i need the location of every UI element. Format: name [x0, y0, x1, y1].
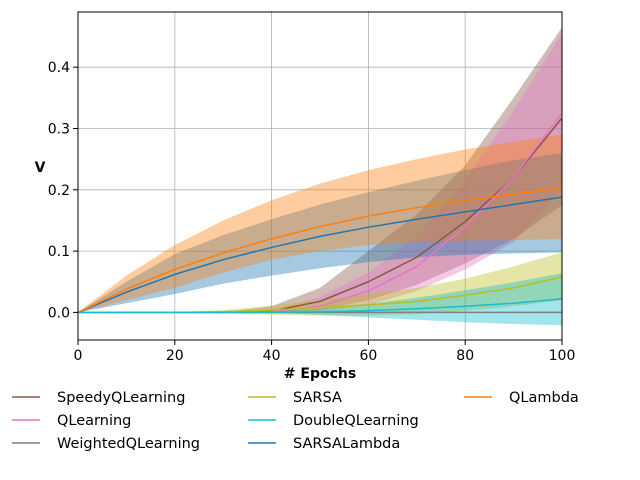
series-line-sarsalambda	[77, 196, 563, 314]
x-tick-label: 100	[549, 348, 576, 364]
x-axis-ticks: 0 20 40 60 80 100	[74, 340, 576, 364]
grid	[77, 12, 563, 340]
series-lines	[77, 112, 563, 314]
y-axis-title: V	[35, 160, 46, 176]
series-line-qlambda	[77, 187, 563, 314]
x-tick-label: 0	[74, 348, 83, 364]
plot-frame	[77, 11, 563, 341]
legend-label: SARSALambda	[293, 436, 400, 452]
y-tick-label: 0.1	[48, 244, 70, 260]
y-tick-label: 0.3	[48, 121, 70, 137]
band-qlambda	[78, 134, 562, 313]
band-speedyqlearning	[78, 27, 562, 313]
y-tick-label: 0.0	[48, 305, 70, 321]
y-tick-label: 0.4	[48, 60, 70, 76]
x-tick-label: 80	[456, 348, 474, 364]
y-tick-label: 0.2	[48, 183, 70, 199]
x-tick-label: 20	[166, 348, 184, 364]
legend-label: DoubleQLearning	[293, 413, 419, 429]
band-sarsa	[78, 252, 562, 316]
y-axis-ticks: 0.0 0.1 0.2 0.3 0.4	[48, 60, 78, 321]
series-line-doubleqlearning	[78, 298, 563, 314]
legend-label: WeightedQLearning	[57, 436, 200, 452]
x-tick-label: 40	[263, 348, 281, 364]
plot-background	[78, 12, 562, 340]
legend-label: QLearning	[57, 413, 131, 429]
band-sarsalambda	[78, 153, 562, 313]
legend-label: SpeedyQLearning	[57, 390, 185, 406]
legend-label: QLambda	[509, 390, 579, 406]
legend: SpeedyQLearning QLearning WeightedQLearnin…	[12, 390, 579, 452]
confidence-bands	[78, 27, 562, 326]
x-tick-label: 60	[359, 348, 377, 364]
x-axis-title: # Epochs	[284, 366, 356, 382]
band-qlearning	[78, 33, 562, 313]
legend-label: SARSA	[293, 390, 342, 406]
